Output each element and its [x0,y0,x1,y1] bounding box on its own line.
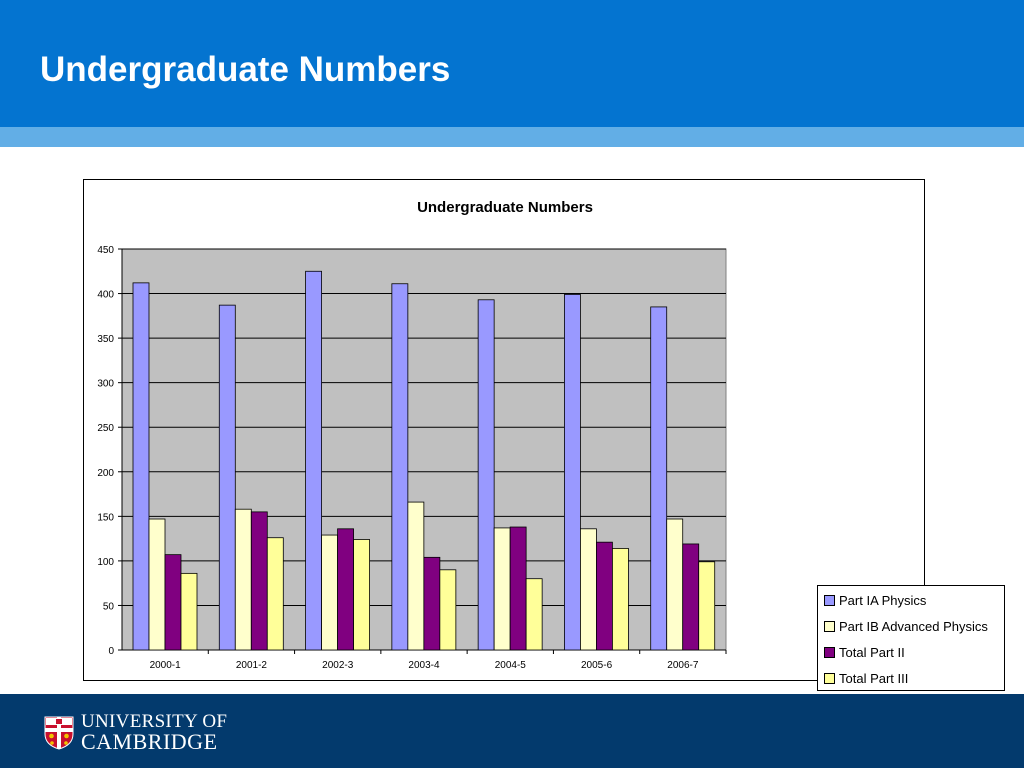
university-wordmark: UNIVERSITY OF CAMBRIDGE [81,711,228,754]
bar-part-ib-advanced-physics-2005-6 [580,528,597,651]
chart-title: Undergraduate Numbers [417,199,593,216]
bar-part-ib-advanced-physics-2003-4 [407,501,425,651]
bar-part-ia-physics-2001-2 [218,304,236,651]
y-tick-label: 350 [97,334,114,345]
y-tick-label: 300 [97,379,114,390]
x-tick-label: 2003-4 [408,660,440,671]
chart-frame: Undergraduate Numbers 0 50 100 150 200 250 300 3… [83,179,1005,691]
slide-title: Undergraduate Numbers [40,50,451,89]
legend-item: Total Part III [824,669,908,687]
bar-total-part-iii-2000-1 [180,572,198,651]
bar-total-part-ii-2004-5 [509,526,527,651]
bar-total-part-iii-2004-5 [525,578,543,651]
bar-total-part-iii-2003-4 [439,569,457,651]
bar-part-ia-physics-2006-7 [650,306,668,651]
x-tick-label: 2004-5 [495,660,527,671]
bar-total-part-ii-2002-3 [337,528,354,651]
university-crest-icon [44,716,74,750]
legend-label: Part IA Physics [839,592,927,608]
legend-label: Total Part III [839,670,909,686]
y-tick-label: 250 [97,423,114,434]
bar-part-ib-advanced-physics-2006-7 [666,518,684,651]
bar-part-ia-physics-2002-3 [305,270,322,651]
bar-part-ia-physics-2004-5 [477,299,495,651]
legend-swatch [824,620,835,632]
bar-part-ib-advanced-physics-2004-5 [493,527,511,651]
legend-swatch [824,646,835,658]
x-tick-label: 2001-2 [236,660,268,671]
y-tick-label: 450 [97,245,114,256]
y-tick-label: 150 [97,512,114,523]
bar-part-ia-physics-2005-6 [564,294,581,651]
y-tick-label: 0 [108,646,114,657]
legend-swatch [824,594,835,606]
legend-item: Total Part II [824,643,905,661]
x-tick-label: 2000-1 [150,660,182,671]
bar-part-ib-advanced-physics-2002-3 [321,534,338,651]
legend-item: Part IA Physics [824,591,926,609]
bar-total-part-iii-2006-7 [698,561,716,651]
y-tick-label: 50 [103,601,115,612]
bar-part-ia-physics-2000-1 [132,282,150,651]
y-tick-label: 100 [97,557,114,568]
bar-total-part-iii-2002-3 [353,539,370,651]
footer-bar [0,694,1024,768]
y-tick-label: 200 [97,468,114,479]
bar-chart: Undergraduate Numbers 0 50 100 150 200 250 300 3… [97,199,727,671]
bar-part-ia-physics-2003-4 [391,283,409,651]
bar-total-part-ii-2000-1 [164,554,182,651]
university-line-1: UNIVERSITY OF [81,711,228,732]
bar-total-part-ii-2001-2 [250,511,268,651]
bar-total-part-ii-2005-6 [596,541,613,651]
bar-total-part-iii-2001-2 [266,537,284,651]
x-tick-label: 2006-7 [667,660,699,671]
chart-legend: Part IA Physics Part IB Advanced Physics T… [817,585,1005,691]
bar-total-part-ii-2006-7 [682,543,700,651]
legend-swatch [824,672,835,684]
legend-label: Part IB Advanced Physics [839,618,988,634]
x-tick-label: 2002-3 [322,660,354,671]
bar-part-ib-advanced-physics-2001-2 [234,508,252,651]
x-tick-label: 2005-6 [581,660,613,671]
bar-total-part-ii-2003-4 [423,556,441,651]
bar-total-part-iii-2005-6 [612,548,629,651]
header-stripe [0,127,1024,147]
y-tick-label: 400 [97,290,114,301]
legend-label: Total Part II [839,644,905,660]
bar-part-ib-advanced-physics-2000-1 [148,518,166,651]
legend-item: Part IB Advanced Physics [824,617,988,635]
university-line-2: CAMBRIDGE [81,729,218,754]
header-bar [0,0,1024,127]
